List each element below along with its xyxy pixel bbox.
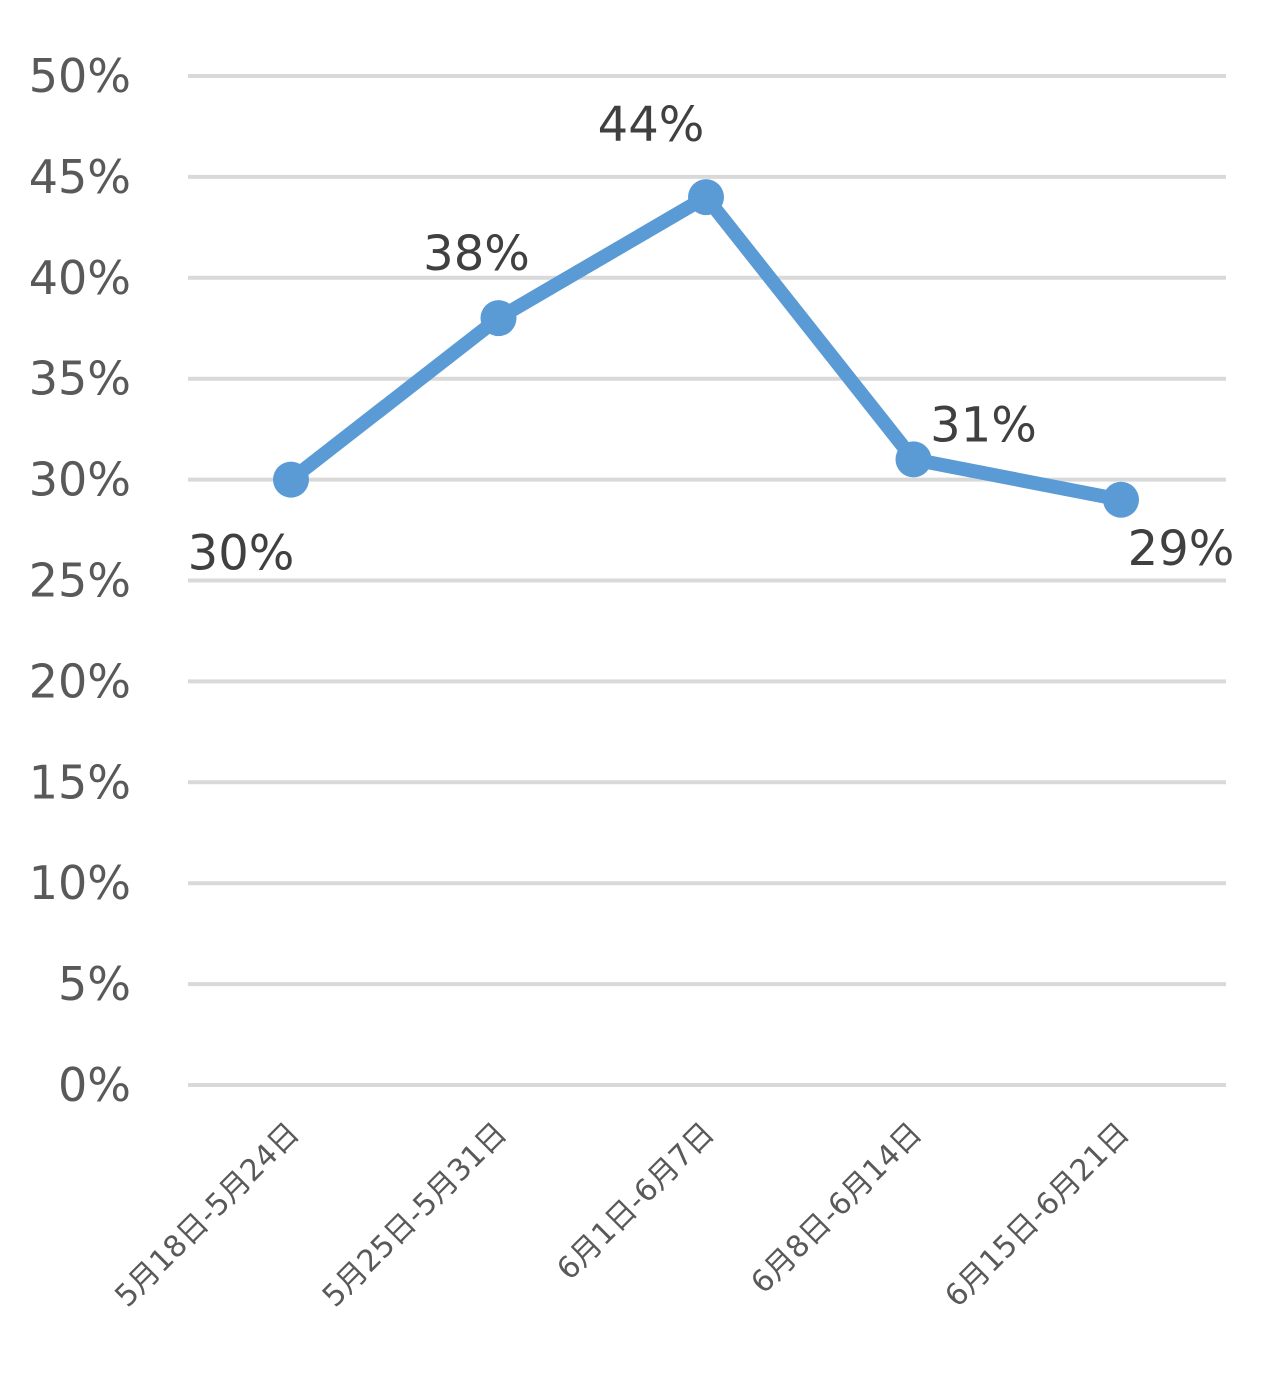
data-labels: 30% 38% 44% 31% 29% (188, 97, 1235, 582)
data-label: 38% (423, 226, 530, 282)
y-tick-label: 25% (29, 554, 131, 608)
y-tick-label: 30% (29, 453, 131, 507)
data-label: 29% (1128, 521, 1235, 577)
data-point (895, 441, 932, 478)
x-tick-label: 5月25日-5月31日 (316, 1116, 514, 1314)
data-label: 44% (598, 97, 705, 153)
y-tick-label: 10% (29, 856, 131, 910)
x-tick-label: 5月18日-5月24日 (108, 1116, 306, 1314)
series-line-path (284, 190, 1128, 507)
x-tick-label: 6月8日-6月14日 (744, 1116, 929, 1301)
y-tick-label: 40% (29, 251, 131, 305)
data-point (480, 300, 517, 337)
x-tick-label: 6月1日-6月7日 (550, 1116, 721, 1287)
x-axis-ticks: 5月18日-5月24日 5月25日-5月31日 6月1日-6月7日 6月8日-6月14… (108, 1116, 1136, 1314)
data-point (1103, 481, 1139, 518)
y-tick-label: 45% (29, 150, 131, 204)
y-tick-label: 0% (58, 1058, 131, 1112)
data-label: 30% (188, 526, 295, 582)
gridlines (188, 74, 1226, 1087)
data-point (688, 179, 724, 216)
y-tick-label: 50% (29, 49, 131, 103)
y-axis-ticks: 0% 5% 10% 15% 20% 25% 30% 35% 40% 45% 50% (29, 49, 131, 1112)
y-tick-label: 15% (29, 755, 131, 809)
series-line (273, 179, 1139, 518)
y-tick-label: 20% (29, 654, 131, 708)
data-point (273, 461, 309, 498)
y-tick-label: 35% (29, 352, 131, 406)
x-tick-label: 6月15日-6月21日 (938, 1116, 1136, 1314)
y-tick-label: 5% (58, 957, 131, 1011)
data-label: 31% (930, 397, 1037, 453)
